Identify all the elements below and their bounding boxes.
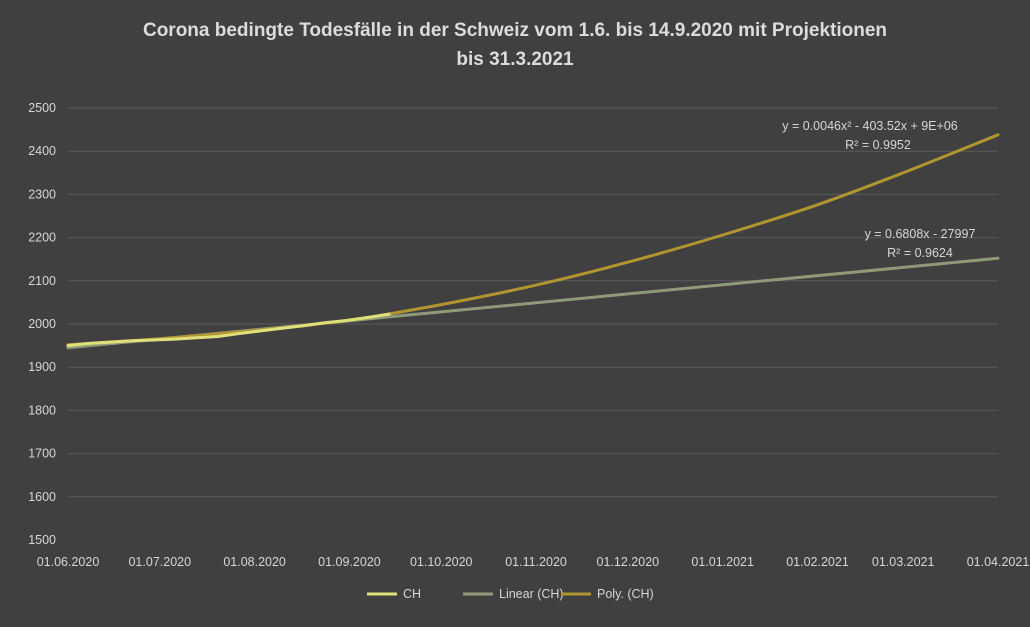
- y-tick-label: 2000: [28, 317, 56, 331]
- x-tick-label: 01.01.2021: [691, 555, 754, 569]
- ch-series-line: [66, 312, 391, 348]
- y-tick-label: 2400: [28, 144, 56, 158]
- y-tick-label: 1900: [28, 360, 56, 374]
- y-tick-label: 2300: [28, 187, 56, 201]
- x-tick-label: 01.12.2020: [597, 555, 660, 569]
- x-axis-ticks: 01.06.2020 01.07.2020 01.08.2020 01.09.2020…: [37, 555, 1030, 569]
- y-tick-label: 2200: [28, 231, 56, 245]
- chart-title-line-2: bis 31.3.2021: [456, 49, 574, 70]
- series-lines: [66, 133, 1000, 350]
- poly-trendline: [66, 133, 1000, 347]
- y-tick-label: 2100: [28, 274, 56, 288]
- y-tick-label: 2500: [28, 101, 56, 115]
- legend-item-poly: Poly. (CH): [561, 587, 654, 601]
- x-tick-label: 01.02.2021: [786, 555, 849, 569]
- x-tick-label: 01.08.2020: [223, 555, 286, 569]
- linear-r2-label: R² = 0.9624: [887, 246, 953, 260]
- x-tick-label: 01.07.2020: [128, 555, 191, 569]
- x-tick-label: 01.09.2020: [318, 555, 381, 569]
- y-tick-label: 1800: [28, 403, 56, 417]
- legend-label: CH: [403, 587, 421, 601]
- legend-item-ch: CH: [367, 587, 421, 601]
- linear-equation-label: y = 0.6808x - 27997: [865, 227, 976, 241]
- x-tick-label: 01.03.2021: [872, 555, 935, 569]
- legend-item-linear: Linear (CH): [463, 587, 564, 601]
- legend-label: Linear (CH): [499, 587, 564, 601]
- y-axis-ticks: 1500 1600 1700 1800 1900 2000 2100 2200 2300 2400…: [28, 101, 56, 547]
- gridlines: [68, 107, 998, 498]
- x-tick-label: 01.11.2020: [505, 555, 567, 569]
- y-tick-label: 1500: [28, 533, 56, 547]
- y-tick-label: 1700: [28, 447, 56, 461]
- x-tick-label: 01.10.2020: [410, 555, 473, 569]
- poly-r2-label: R² = 0.9952: [845, 138, 911, 152]
- legend: CH Linear (CH) Poly. (CH): [367, 587, 654, 601]
- x-tick-label: 01.04.2021: [967, 555, 1030, 569]
- y-tick-label: 1600: [28, 490, 56, 504]
- x-tick-label: 01.06.2020: [37, 555, 100, 569]
- poly-equation-label: y = 0.0046x² - 403.52x + 9E+06: [782, 119, 958, 133]
- legend-label: Poly. (CH): [597, 587, 654, 601]
- chart-title: Corona bedingte Todesfälle in der Schwei…: [143, 20, 887, 41]
